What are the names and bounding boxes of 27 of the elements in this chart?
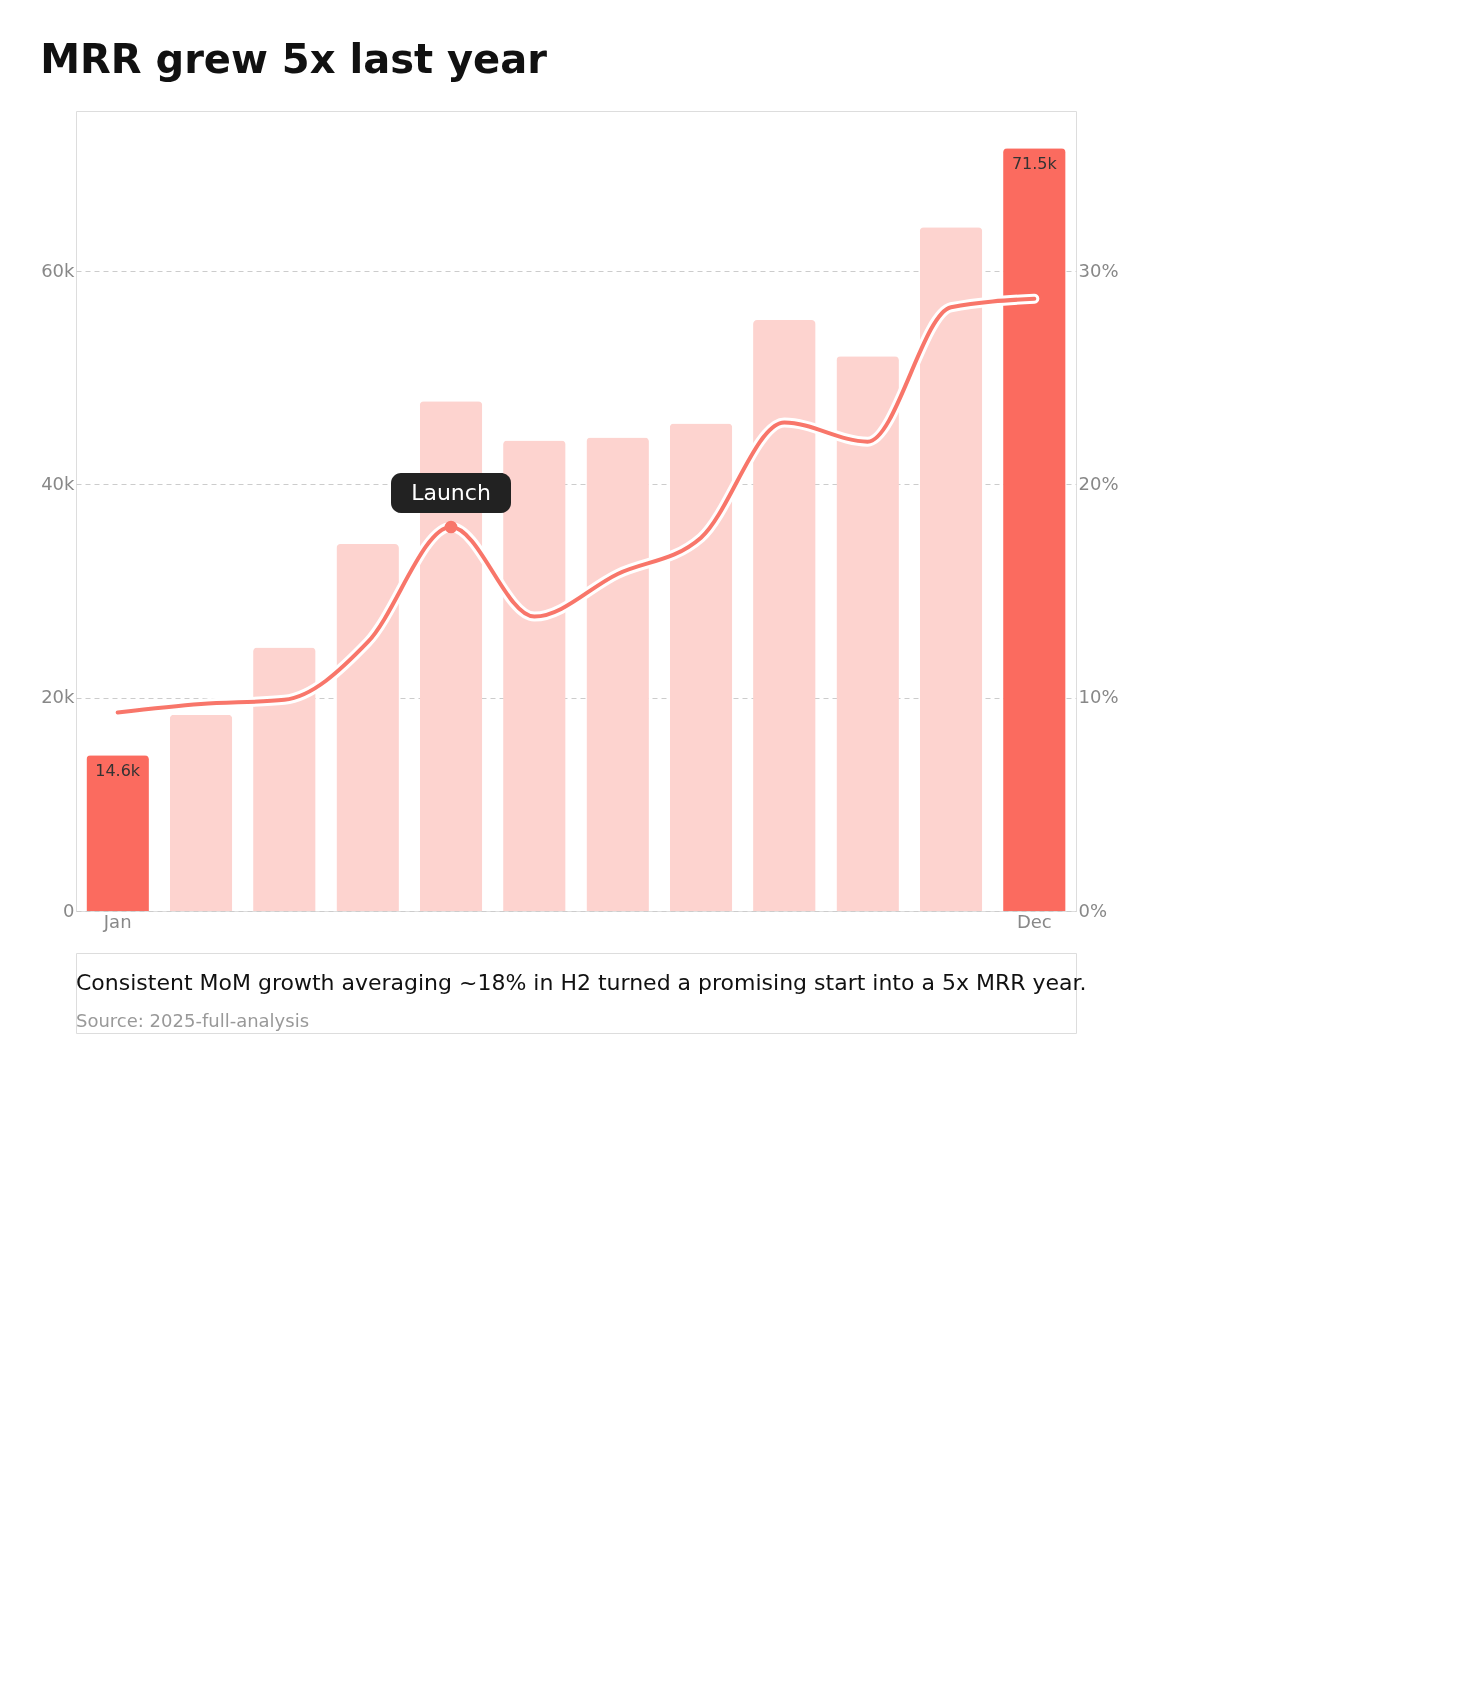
bar bbox=[669, 423, 733, 911]
y-tick-label: 0 bbox=[63, 899, 75, 921]
x-tick-label: Dec bbox=[1016, 910, 1052, 932]
bar bbox=[503, 440, 566, 911]
annotation: Launch bbox=[411, 480, 491, 505]
bar bbox=[586, 437, 649, 911]
data-label: 71.5k bbox=[1011, 154, 1058, 174]
x-tick-label: Jan bbox=[102, 910, 132, 932]
bar bbox=[336, 544, 399, 911]
bar bbox=[86, 755, 149, 911]
y2-tick-label: 30% bbox=[1078, 259, 1119, 281]
bar bbox=[919, 227, 983, 911]
y2-tick-label: 10% bbox=[1078, 686, 1119, 708]
y2-tick-label: 20% bbox=[1078, 472, 1119, 494]
y2-tick-label: 0% bbox=[1078, 899, 1108, 921]
bar bbox=[836, 356, 899, 911]
bar bbox=[1003, 148, 1066, 911]
bar bbox=[253, 647, 316, 911]
y-tick-label: 60k bbox=[41, 259, 76, 281]
source-note: Source: 2025-full-analysis bbox=[76, 1010, 310, 1031]
chart-title: MRR grew 5x last year bbox=[40, 35, 548, 82]
text: Consistent MoM growth averaging ~18% in H2 turned a promising start into a 5x MRR year. bbox=[76, 970, 1087, 995]
bar bbox=[169, 714, 233, 911]
y-tick-label: 40k bbox=[41, 472, 76, 494]
bar bbox=[753, 320, 816, 911]
y-tick-label: 20k bbox=[41, 686, 76, 708]
data-label: 14.6k bbox=[95, 761, 141, 781]
